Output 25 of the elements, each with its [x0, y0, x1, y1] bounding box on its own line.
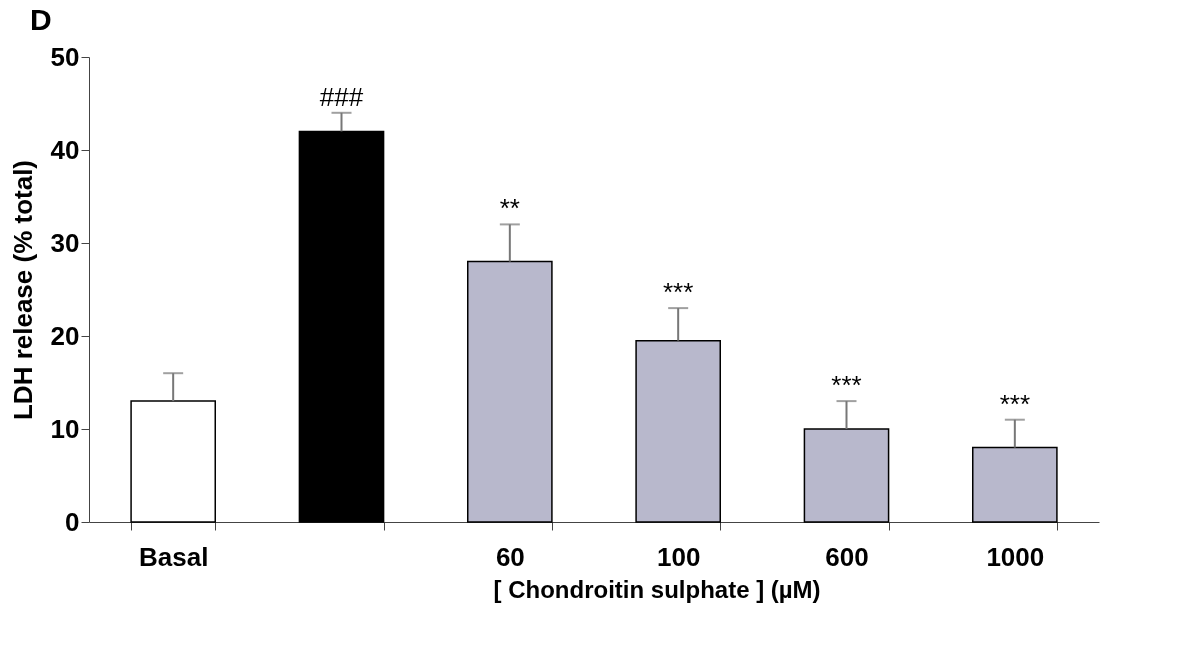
annotation: ### — [319, 81, 364, 112]
y-tick-label: 0 — [65, 506, 80, 537]
y-tick-label: 50 — [50, 41, 80, 72]
annotation: *** — [999, 388, 1031, 419]
x-tick-label: Basal — [138, 541, 209, 572]
chart-title: D — [30, 3, 52, 36]
bar — [467, 260, 553, 523]
annotation: *** — [662, 277, 694, 308]
x-tick-label: 60 — [495, 541, 525, 572]
y-tick-label: 40 — [50, 134, 80, 165]
y-tick-label: 30 — [50, 227, 80, 258]
annotation: ** — [499, 193, 520, 224]
x-tick-label: 600 — [825, 541, 869, 572]
bar — [803, 428, 890, 523]
bar — [972, 446, 1058, 523]
y-tick-label: 10 — [50, 413, 80, 444]
annotation: *** — [831, 370, 862, 401]
bar — [130, 400, 216, 523]
bar — [635, 339, 721, 523]
x-tick-label: 100 — [656, 541, 701, 572]
bar — [298, 130, 385, 523]
y-tick-label: 20 — [50, 320, 80, 351]
y-axis-title: LDH release (% total) — [7, 159, 38, 421]
x-axis-title: [ Chondroitin sulphate ] (µM) — [493, 575, 821, 603]
x-tick-label: 1000 — [986, 541, 1045, 572]
